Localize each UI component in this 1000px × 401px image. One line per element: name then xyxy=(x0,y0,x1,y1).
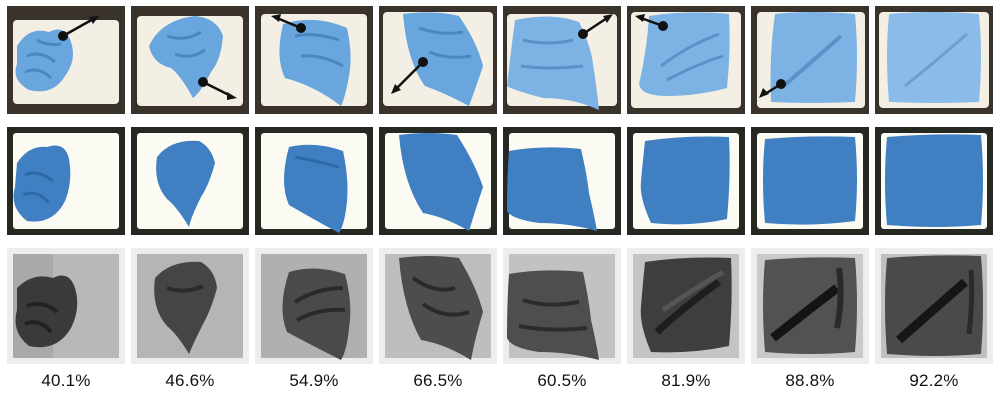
depth-panel-2 xyxy=(131,248,249,364)
sim-panel-7 xyxy=(751,127,869,235)
arrow-icon xyxy=(391,57,428,94)
sim-panel-1 xyxy=(7,127,125,235)
arrow-icon xyxy=(271,14,306,33)
photo-panel-3 xyxy=(255,6,373,114)
coverage-label-5: 60.5% xyxy=(537,371,587,390)
coverage-label-2: 46.6% xyxy=(165,371,215,390)
coverage-label-3: 54.9% xyxy=(289,371,339,390)
photo-panel-6 xyxy=(627,6,745,114)
photo-panel-2 xyxy=(131,6,249,114)
sim-panel-5 xyxy=(503,127,621,235)
sim-panel-6 xyxy=(627,127,745,235)
sim-panel-4 xyxy=(379,127,497,235)
depth-panel-1 xyxy=(7,248,125,364)
photo-panel-4 xyxy=(379,6,497,114)
coverage-label-6: 81.9% xyxy=(661,371,711,390)
sim-panel-3 xyxy=(255,127,373,235)
arrow-icon xyxy=(759,79,786,98)
coverage-label-8: 92.2% xyxy=(909,371,959,390)
arrow-icon xyxy=(578,14,613,39)
sim-panel-8 xyxy=(875,127,993,235)
coverage-label-4: 66.5% xyxy=(413,371,463,390)
depth-panel-8 xyxy=(875,248,993,364)
coverage-label-1: 40.1% xyxy=(41,371,91,390)
depth-panel-4 xyxy=(379,248,497,364)
arrow-icon xyxy=(635,14,668,31)
depth-panel-7 xyxy=(751,248,869,364)
arrow-icon xyxy=(58,16,99,41)
photo-panel-8 xyxy=(875,6,993,114)
arrow-icon xyxy=(198,77,237,100)
photo-panel-7 xyxy=(751,6,869,114)
sim-panel-2 xyxy=(131,127,249,235)
depth-panel-5 xyxy=(503,248,621,364)
depth-panel-3 xyxy=(255,248,373,364)
depth-panel-6 xyxy=(627,248,745,364)
photo-panel-5 xyxy=(503,6,621,114)
photo-panel-1 xyxy=(7,6,125,114)
coverage-label-7: 88.8% xyxy=(785,371,835,390)
